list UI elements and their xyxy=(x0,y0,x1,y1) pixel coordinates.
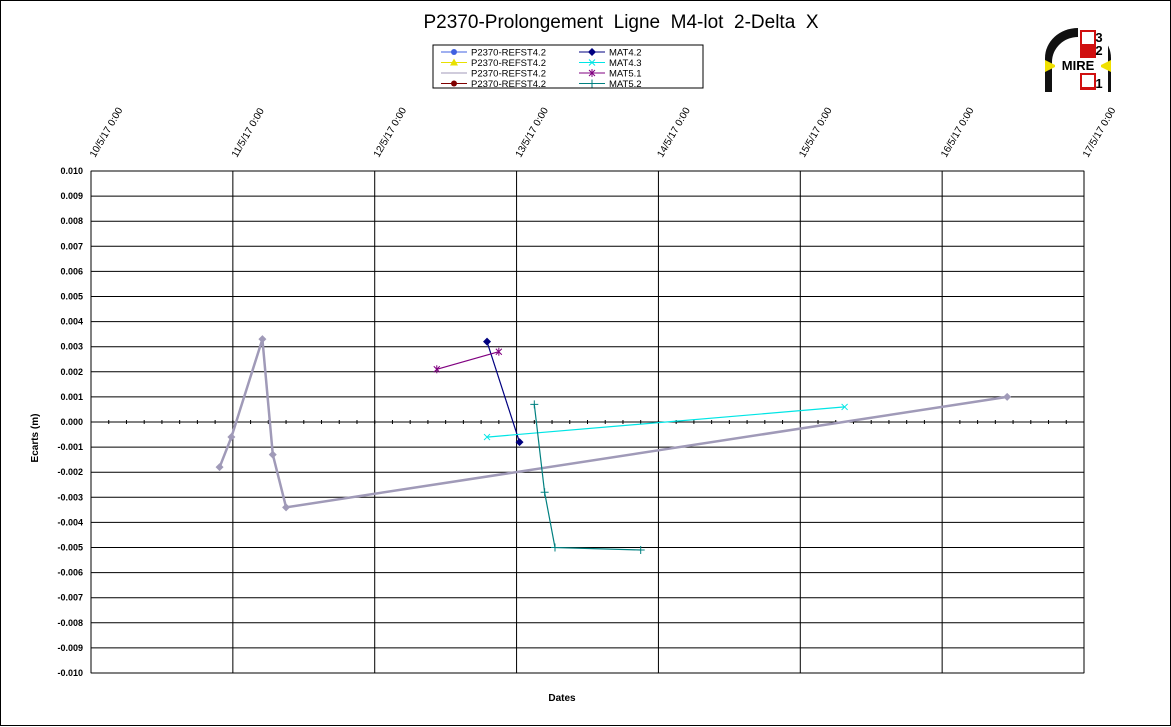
data-point xyxy=(227,433,236,442)
x-tick-label: 17/5/17 0:00 xyxy=(1081,105,1119,159)
y-tick-label: -0.001 xyxy=(57,442,83,452)
legend-label: P2370-REFST4.2 xyxy=(471,58,546,69)
y-tick-label: -0.006 xyxy=(57,568,83,578)
series-MAT4.3 xyxy=(483,403,848,441)
x-tick-label: 10/5/17 0:00 xyxy=(88,105,126,159)
legend-marker xyxy=(451,49,457,55)
y-tick-label: 0.010 xyxy=(60,166,83,176)
y-tick-label: 0.009 xyxy=(60,191,83,201)
y-tick-label: 0.002 xyxy=(60,367,83,377)
legend-item: MAT4.2 xyxy=(579,48,642,59)
legend-marker xyxy=(450,58,458,66)
legend-marker xyxy=(588,48,596,56)
y-tick-label: -0.005 xyxy=(57,543,83,553)
y-tick-label: -0.009 xyxy=(57,643,83,653)
y-tick-label: -0.010 xyxy=(57,668,83,678)
x-tick-label: 14/5/17 0:00 xyxy=(656,105,694,159)
legend-item: MAT4.3 xyxy=(579,58,642,69)
legend-label: MAT4.2 xyxy=(609,48,642,59)
x-tick-label: 13/5/17 0:00 xyxy=(514,105,552,159)
y-tick-label: -0.004 xyxy=(57,517,83,527)
data-point xyxy=(841,403,848,411)
y-tick-label: -0.007 xyxy=(57,593,83,603)
legend: P2370-REFST4.2P2370-REFST4.2P2370-REFST4… xyxy=(432,44,704,90)
legend-item: MAT5.1 xyxy=(579,69,642,80)
legend-label: MAT5.2 xyxy=(609,79,642,90)
data-point xyxy=(258,335,267,344)
x-tick-label: 12/5/17 0:00 xyxy=(372,105,410,159)
logo-digit-mid: 2 xyxy=(1095,43,1102,58)
legend-label: P2370-REFST4.2 xyxy=(471,79,546,90)
data-point xyxy=(495,347,503,356)
data-point xyxy=(530,400,539,409)
data-point xyxy=(282,503,291,512)
legend-label: MAT4.3 xyxy=(609,58,642,69)
series-line xyxy=(533,404,641,551)
legend-item: MAT5.2 xyxy=(579,79,642,90)
y-tick-label: 0.008 xyxy=(60,216,83,226)
legend-marker xyxy=(588,69,596,77)
x-tick-labels: 10/5/17 0:00 11/5/17 0:00 12/5/17 0:00 13/5… xyxy=(88,105,1119,159)
x-tick-label: 16/5/17 0:00 xyxy=(939,105,977,159)
series-layer xyxy=(215,335,1012,555)
legend-item: P2370-REFST4.2 xyxy=(441,79,546,90)
data-point xyxy=(540,488,549,497)
mire-logo: MIRE 3 2 1 xyxy=(1045,28,1111,92)
legend-label: MAT5.1 xyxy=(609,69,642,80)
series-line xyxy=(218,338,1008,509)
y-tick-label: 0.003 xyxy=(60,342,83,352)
data-point xyxy=(550,543,559,552)
y-tick-label: -0.008 xyxy=(57,618,83,628)
legend-marker xyxy=(588,79,596,88)
logo-digit-top: 3 xyxy=(1095,30,1102,45)
data-point xyxy=(515,438,524,447)
x-axis-label: Dates xyxy=(548,693,576,704)
grid-lines xyxy=(90,170,1085,674)
y-tick-label: 0.001 xyxy=(60,392,83,402)
legend-item: P2370-REFST4.2 xyxy=(441,58,546,69)
data-point xyxy=(215,463,224,472)
logo-text: MIRE xyxy=(1062,58,1095,73)
x-tick-label: 11/5/17 0:00 xyxy=(230,106,267,159)
data-point xyxy=(268,450,277,459)
zero-axis xyxy=(90,420,1085,424)
logo-digit-bottom: 1 xyxy=(1095,76,1102,91)
y-tick-label: 0.007 xyxy=(60,241,83,251)
series-line xyxy=(486,406,845,438)
legend-item: P2370-REFST4.2 xyxy=(441,48,546,59)
legend-marker xyxy=(451,80,457,87)
series-MAT4.2 xyxy=(483,337,524,447)
legend-marker xyxy=(588,59,596,66)
data-point xyxy=(433,365,441,374)
y-tick-label: 0.005 xyxy=(60,292,83,302)
series-MAT5.2 xyxy=(530,400,645,555)
data-point xyxy=(1003,392,1012,401)
legend-item: P2370-REFST4.2 xyxy=(441,69,546,80)
series-line xyxy=(436,351,499,370)
series-grey-main xyxy=(215,335,1012,512)
y-tick-label: 0.000 xyxy=(60,417,83,427)
y-tick-label: 0.006 xyxy=(60,266,83,276)
data-point xyxy=(483,337,492,346)
y-tick-label: 0.004 xyxy=(60,317,83,327)
series-line xyxy=(486,341,521,443)
y-tick-label: -0.002 xyxy=(57,467,83,477)
y-axis-label: Ecarts (m) xyxy=(30,414,41,463)
series-MAT5.1 xyxy=(433,347,503,374)
y-tick-label: -0.003 xyxy=(57,492,83,502)
legend-box xyxy=(432,44,704,89)
x-tick-label: 15/5/17 0:00 xyxy=(797,105,835,159)
legend-label: P2370-REFST4.2 xyxy=(471,48,546,59)
legend-label: P2370-REFST4.2 xyxy=(471,69,546,80)
data-point xyxy=(483,433,491,441)
data-point xyxy=(636,546,645,555)
chart-title: P2370-Prolongement Ligne M4-lot 2-Delta … xyxy=(424,12,819,33)
y-tick-labels: 0.010 0.009 0.008 0.007 0.006 0.005 0.004 0.003… xyxy=(57,166,83,678)
